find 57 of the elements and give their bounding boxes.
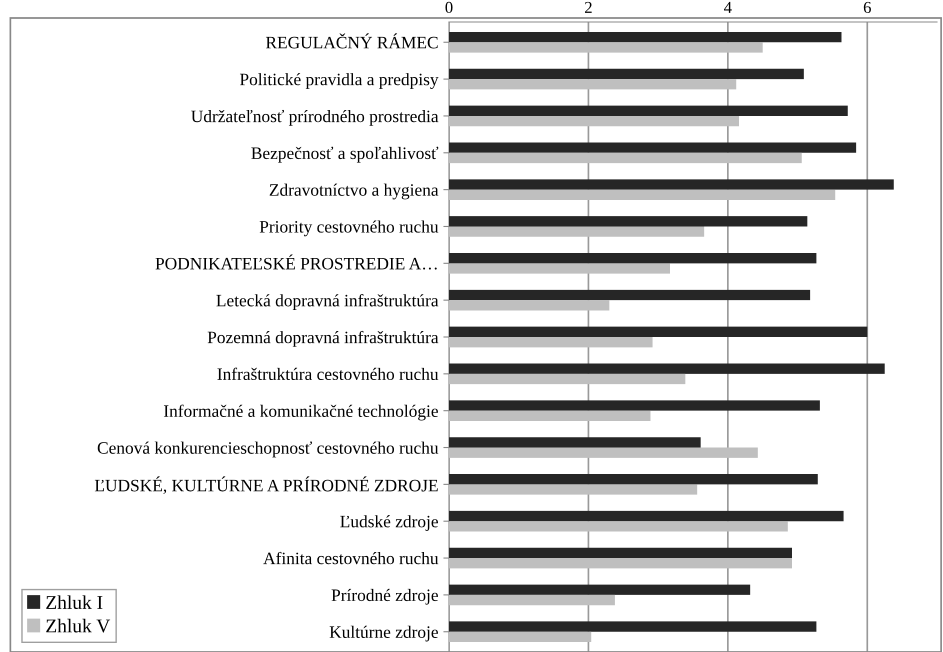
y-tick-label: REGULAČNÝ RÁMEC bbox=[266, 33, 438, 48]
y-tick-label: Prírodné zdroje bbox=[332, 588, 438, 605]
bar bbox=[449, 337, 653, 348]
x-tick-label: 0 bbox=[445, 2, 453, 14]
y-tick-label: PODNIKATEĽSKÉ PROSTREDIE A… bbox=[156, 254, 437, 270]
bar bbox=[449, 142, 856, 153]
bar bbox=[449, 448, 758, 458]
y-tick-label: Infraštruktúra cestovného ruchu bbox=[217, 368, 438, 380]
x-tick-label: 4 bbox=[724, 2, 732, 13]
bar bbox=[449, 152, 802, 164]
y-tick-label: Udržateľnosť prírodného prostredia bbox=[191, 110, 438, 126]
bar bbox=[449, 253, 816, 264]
bar bbox=[449, 179, 894, 190]
y-tick-label: Ľudské zdroje bbox=[340, 515, 438, 531]
bar bbox=[449, 326, 868, 337]
bar bbox=[449, 484, 698, 495]
y-tick-label: Bezpečnosť a spoľahlivosť bbox=[251, 146, 438, 163]
bar bbox=[449, 106, 848, 116]
bar bbox=[449, 410, 650, 421]
bar bbox=[449, 374, 686, 384]
bar bbox=[449, 300, 610, 310]
bar bbox=[449, 632, 592, 642]
bar bbox=[449, 548, 792, 558]
bar bbox=[449, 510, 844, 522]
bar bbox=[449, 42, 763, 53]
bar bbox=[449, 190, 836, 200]
bar bbox=[449, 400, 820, 411]
legend-label: Zhluk I bbox=[46, 595, 102, 610]
y-tick-label: Cenová konkurencieschopnosť cestovného ruchu bbox=[98, 441, 438, 458]
y-tick-label: Pozemná dopravná infraštruktúra bbox=[208, 330, 438, 347]
bar bbox=[449, 474, 818, 484]
bar bbox=[449, 364, 885, 374]
bar bbox=[449, 290, 810, 300]
bar bbox=[449, 79, 736, 90]
y-tick-label: Afinita cestovného ruchu bbox=[263, 552, 438, 564]
y-tick-label: ĽUDSKÉ, KULTÚRNE A PRÍRODNÉ ZDROJE bbox=[94, 476, 438, 494]
y-tick-label: Priority cestovného ruchu bbox=[260, 220, 438, 236]
bar bbox=[449, 437, 701, 448]
bar bbox=[449, 226, 704, 237]
x-tick-label: 6 bbox=[864, 2, 871, 14]
bar bbox=[449, 32, 842, 42]
bar bbox=[449, 621, 816, 632]
y-tick-label: Informačné a komunikačné technológie bbox=[164, 404, 438, 421]
bar bbox=[449, 584, 750, 595]
y-tick-label: Zdravotníctvo a hygiena bbox=[270, 184, 438, 200]
y-tick-label: Kultúrne zdroje bbox=[330, 626, 438, 642]
y-tick-label: Politické pravidla a predpisy bbox=[240, 73, 439, 89]
bar bbox=[449, 558, 792, 568]
bar bbox=[449, 263, 670, 274]
bar bbox=[449, 216, 808, 226]
y-tick-label: Letecká dopravná infraštruktúra bbox=[216, 294, 438, 310]
bar bbox=[449, 116, 740, 126]
x-tick-label: 2 bbox=[584, 2, 592, 13]
bar bbox=[449, 68, 804, 80]
bar bbox=[449, 521, 788, 532]
bar bbox=[449, 594, 615, 606]
legend-label: Zhluk V bbox=[46, 618, 110, 633]
